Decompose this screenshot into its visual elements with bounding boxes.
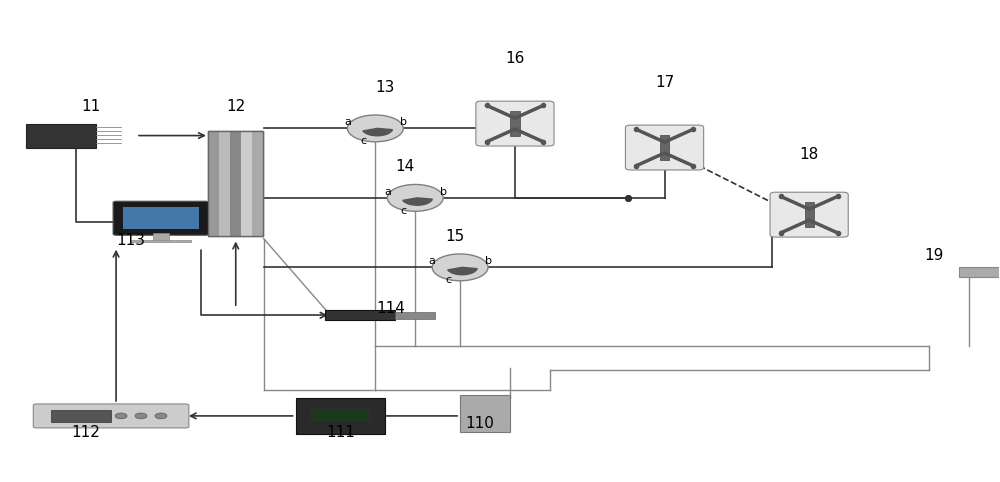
Text: 17: 17 xyxy=(655,75,674,90)
Bar xyxy=(311,409,370,421)
Circle shape xyxy=(155,413,167,419)
Bar xyxy=(296,398,385,434)
Wedge shape xyxy=(403,198,432,205)
Text: 110: 110 xyxy=(466,415,494,430)
Text: c: c xyxy=(400,206,406,216)
FancyBboxPatch shape xyxy=(770,192,848,237)
Bar xyxy=(252,131,263,236)
FancyBboxPatch shape xyxy=(625,125,704,170)
Bar xyxy=(959,268,1000,277)
Wedge shape xyxy=(448,268,477,275)
Text: 112: 112 xyxy=(72,425,101,440)
Text: 19: 19 xyxy=(924,248,943,263)
Bar xyxy=(208,131,219,236)
Circle shape xyxy=(115,413,127,419)
Text: c: c xyxy=(445,275,451,285)
Text: a: a xyxy=(429,256,436,266)
Text: 18: 18 xyxy=(800,147,819,162)
Bar xyxy=(395,312,435,319)
Text: 15: 15 xyxy=(446,228,465,244)
Text: a: a xyxy=(344,117,351,127)
Bar xyxy=(26,123,96,147)
Bar xyxy=(153,233,169,241)
Text: 13: 13 xyxy=(376,80,395,95)
Bar xyxy=(230,131,241,236)
Text: 114: 114 xyxy=(376,301,405,316)
Bar xyxy=(241,131,252,236)
Bar xyxy=(51,410,111,422)
Wedge shape xyxy=(363,128,392,136)
FancyBboxPatch shape xyxy=(476,101,554,146)
Circle shape xyxy=(432,254,488,281)
Text: a: a xyxy=(384,187,391,197)
Circle shape xyxy=(387,185,443,211)
Bar xyxy=(325,310,395,320)
Text: 12: 12 xyxy=(226,99,245,114)
Bar xyxy=(123,207,199,229)
FancyBboxPatch shape xyxy=(33,404,189,428)
Circle shape xyxy=(347,115,403,142)
Text: b: b xyxy=(440,187,447,197)
Bar xyxy=(208,131,263,236)
Text: c: c xyxy=(360,136,366,147)
Bar xyxy=(131,240,191,242)
Bar xyxy=(208,131,263,236)
Bar xyxy=(510,111,520,136)
FancyBboxPatch shape xyxy=(113,201,209,235)
Text: b: b xyxy=(485,256,492,266)
Text: 111: 111 xyxy=(326,425,355,440)
Bar xyxy=(460,395,510,432)
Text: 14: 14 xyxy=(396,159,415,174)
Bar xyxy=(219,131,230,236)
Text: 11: 11 xyxy=(82,99,101,114)
Text: b: b xyxy=(400,117,407,127)
Bar xyxy=(805,202,814,228)
Circle shape xyxy=(135,413,147,419)
Bar xyxy=(660,135,669,161)
Text: 113: 113 xyxy=(117,233,146,249)
Text: 16: 16 xyxy=(505,52,525,67)
